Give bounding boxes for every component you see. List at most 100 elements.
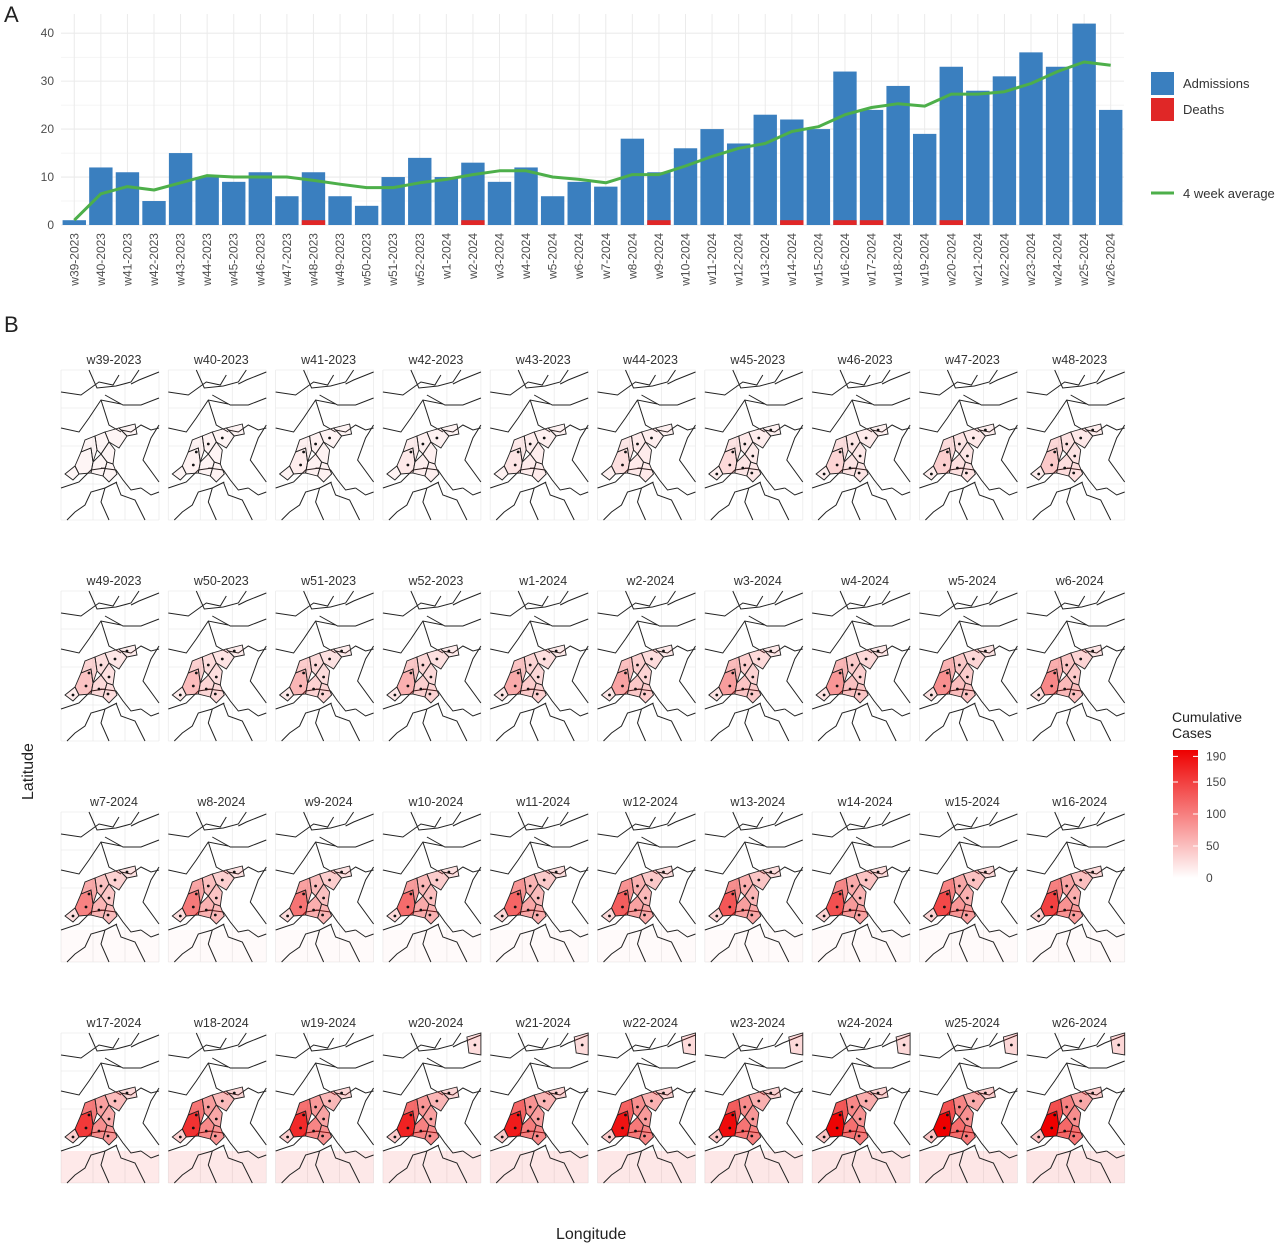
admissions-bar — [275, 196, 299, 225]
road-line — [382, 374, 442, 396]
road-line — [1086, 645, 1125, 654]
region-polygon — [1110, 1032, 1126, 1056]
road-line — [550, 424, 589, 433]
case-point — [107, 896, 111, 900]
x-tick-label: w13-2024 — [758, 233, 772, 287]
road-line — [1026, 816, 1086, 838]
road-line — [462, 929, 482, 938]
road-line — [544, 481, 575, 521]
road-line — [530, 467, 571, 491]
case-point — [409, 671, 413, 675]
admissions-bar — [700, 129, 724, 225]
region-polygon — [681, 1032, 696, 1056]
case-point — [858, 675, 862, 679]
admissions-bar — [301, 172, 326, 225]
map-background-tint — [168, 1151, 267, 1183]
map-facet: w1-2024 — [489, 574, 589, 742]
map-facet: w12-2024 — [597, 795, 696, 963]
case-point — [314, 442, 317, 446]
case-point — [741, 687, 745, 691]
road-line — [529, 1150, 539, 1184]
facet-title: w22-2024 — [622, 1016, 678, 1030]
case-point — [1073, 675, 1077, 679]
region-polygon — [424, 1124, 440, 1146]
road-line — [315, 688, 356, 712]
facet-title: w24-2024 — [837, 1016, 893, 1030]
region-polygon — [317, 461, 333, 483]
case-point — [1072, 471, 1076, 475]
road-line — [774, 592, 803, 606]
case-point — [99, 1105, 103, 1109]
map-background-tint — [704, 1151, 803, 1183]
road-line — [744, 1150, 754, 1184]
region-polygon — [64, 686, 80, 702]
road-line — [652, 702, 682, 742]
region-polygon — [600, 1128, 617, 1144]
road-line — [490, 467, 535, 489]
road-line — [207, 487, 217, 521]
road-line — [963, 1057, 1018, 1069]
case-point — [1053, 671, 1057, 675]
case-point — [191, 684, 195, 688]
case-point — [554, 1091, 558, 1095]
case-point — [528, 884, 532, 888]
case-point — [1050, 905, 1054, 909]
road-line — [382, 816, 442, 838]
road-line — [315, 1150, 325, 1184]
case-point — [435, 657, 439, 661]
road-line — [345, 813, 374, 827]
road-line — [704, 816, 764, 838]
case-point — [864, 657, 868, 661]
road-line — [891, 487, 911, 496]
road-line — [168, 1130, 213, 1152]
case-point — [206, 663, 210, 667]
case-point — [621, 684, 624, 688]
case-point — [84, 684, 88, 688]
road-line — [345, 1034, 374, 1048]
case-point — [956, 687, 959, 691]
road-line — [437, 923, 468, 963]
map-facet: w16-2024 — [1026, 795, 1126, 963]
road-line — [1026, 374, 1086, 396]
case-point — [958, 442, 961, 446]
case-point — [848, 466, 852, 470]
road-line — [759, 923, 790, 963]
region-polygon — [118, 423, 138, 437]
road-line — [1086, 424, 1125, 433]
road-line — [104, 836, 160, 848]
road-line — [1081, 481, 1112, 521]
case-point — [178, 914, 182, 918]
road-line — [410, 590, 462, 610]
road-line — [603, 702, 654, 742]
x-tick-label: w10-2024 — [679, 233, 693, 287]
case-point — [191, 1126, 195, 1130]
region-polygon — [386, 907, 402, 923]
road-line — [207, 1062, 229, 1096]
road-line — [248, 487, 267, 496]
region-polygon — [636, 662, 652, 686]
case-point — [972, 878, 975, 882]
region-polygon — [207, 662, 223, 686]
admissions-bar — [859, 109, 884, 225]
case-point — [1091, 1091, 1095, 1095]
case-point — [206, 442, 210, 446]
facet-title: w21-2024 — [515, 1016, 571, 1030]
case-point — [113, 878, 117, 882]
region-polygon — [708, 907, 724, 923]
case-point — [406, 463, 410, 467]
case-point — [214, 675, 218, 679]
map-facet: w46-2023 — [811, 353, 911, 521]
region-polygon — [815, 465, 831, 481]
region-polygon — [638, 682, 655, 704]
case-point — [526, 687, 530, 691]
case-point — [1053, 1113, 1057, 1117]
case-point — [542, 436, 546, 440]
road-line — [281, 481, 332, 521]
road-line — [442, 424, 482, 433]
road-line — [345, 371, 374, 385]
case-point — [1010, 1043, 1013, 1047]
region-polygon — [1066, 1104, 1082, 1128]
case-point — [554, 870, 558, 874]
case-point — [204, 687, 208, 691]
road-line — [208, 688, 249, 712]
